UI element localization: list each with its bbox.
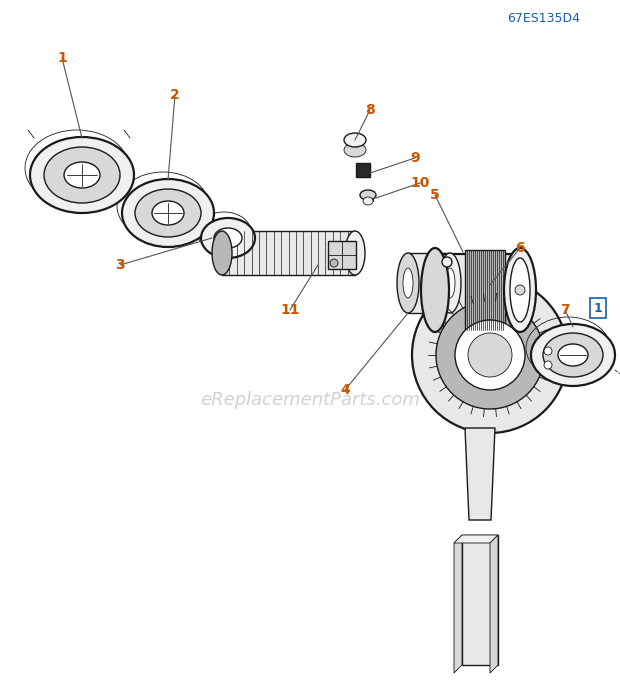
Ellipse shape — [214, 228, 242, 248]
Text: 6: 6 — [515, 241, 525, 255]
Polygon shape — [490, 535, 498, 673]
Text: 7: 7 — [560, 303, 570, 317]
Ellipse shape — [64, 162, 100, 188]
Polygon shape — [222, 231, 355, 275]
Text: 1: 1 — [593, 301, 603, 314]
Text: 1: 1 — [57, 51, 67, 65]
Polygon shape — [465, 428, 495, 520]
Bar — [356, 163, 370, 177]
Ellipse shape — [412, 277, 568, 433]
Bar — [363, 195, 373, 201]
Ellipse shape — [442, 257, 452, 267]
Text: 67ES135D4: 67ES135D4 — [507, 12, 580, 25]
Polygon shape — [454, 535, 498, 543]
Ellipse shape — [344, 133, 366, 147]
Ellipse shape — [344, 143, 366, 157]
Ellipse shape — [363, 197, 373, 205]
Ellipse shape — [30, 137, 134, 213]
Ellipse shape — [152, 201, 184, 225]
Ellipse shape — [455, 320, 525, 390]
Text: 2: 2 — [170, 88, 180, 102]
Bar — [462, 535, 498, 665]
Text: 9: 9 — [410, 151, 420, 165]
Ellipse shape — [397, 253, 419, 313]
Text: 3: 3 — [115, 258, 125, 272]
Ellipse shape — [544, 347, 552, 355]
Text: 4: 4 — [340, 383, 350, 397]
Ellipse shape — [439, 253, 461, 313]
Ellipse shape — [212, 231, 232, 275]
Ellipse shape — [531, 324, 615, 386]
Ellipse shape — [201, 218, 255, 258]
Polygon shape — [197, 232, 255, 238]
Polygon shape — [435, 254, 520, 326]
Text: 11: 11 — [280, 303, 299, 317]
Ellipse shape — [543, 333, 603, 377]
Polygon shape — [408, 253, 450, 313]
Ellipse shape — [445, 268, 455, 298]
Ellipse shape — [345, 231, 365, 275]
Ellipse shape — [403, 268, 413, 298]
Ellipse shape — [510, 258, 530, 322]
Polygon shape — [454, 535, 462, 673]
Ellipse shape — [468, 333, 512, 377]
Polygon shape — [465, 250, 505, 330]
Ellipse shape — [360, 190, 376, 200]
Ellipse shape — [558, 344, 588, 366]
Ellipse shape — [544, 361, 552, 369]
Ellipse shape — [515, 285, 525, 295]
Ellipse shape — [44, 147, 120, 203]
Bar — [349, 140, 361, 150]
Ellipse shape — [122, 179, 214, 247]
Ellipse shape — [504, 248, 536, 332]
Ellipse shape — [135, 189, 201, 237]
Bar — [328, 241, 356, 269]
Ellipse shape — [436, 301, 544, 409]
Text: 10: 10 — [410, 176, 430, 190]
Text: 8: 8 — [365, 103, 375, 117]
Ellipse shape — [330, 259, 338, 267]
Text: eReplacementParts.com: eReplacementParts.com — [200, 391, 420, 409]
Text: 5: 5 — [430, 188, 440, 202]
Ellipse shape — [421, 248, 449, 332]
